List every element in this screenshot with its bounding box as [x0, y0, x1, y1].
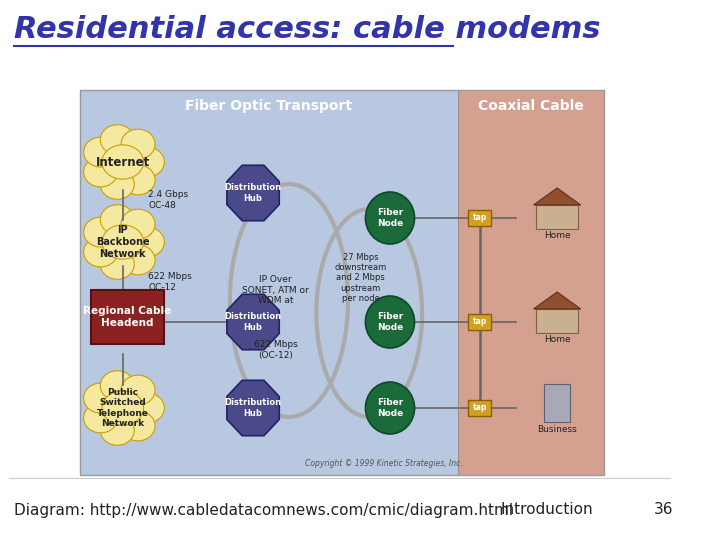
Ellipse shape	[84, 137, 117, 167]
Ellipse shape	[100, 415, 135, 445]
Text: 2.4 Gbps
OC-48: 2.4 Gbps OC-48	[148, 190, 189, 210]
Text: Distribution
Hub: Distribution Hub	[225, 312, 282, 332]
Text: Public
Switched
Telephone
Network: Public Switched Telephone Network	[96, 388, 149, 428]
Ellipse shape	[100, 249, 135, 279]
Text: 622 Mbps
OC-12: 622 Mbps OC-12	[148, 272, 192, 292]
Text: Copyright © 1999 Kinetic Strategies, Inc.: Copyright © 1999 Kinetic Strategies, Inc…	[305, 458, 463, 468]
Text: tap: tap	[472, 318, 487, 327]
Text: Regional Cable
Headend: Regional Cable Headend	[84, 306, 171, 328]
Text: IP Over
SONET, ATM or
WDM at: IP Over SONET, ATM or WDM at	[243, 275, 309, 305]
Ellipse shape	[102, 145, 143, 179]
Bar	[536, 205, 578, 229]
Polygon shape	[534, 188, 581, 205]
Text: Business: Business	[537, 426, 577, 435]
Text: Distribution
Hub: Distribution Hub	[225, 399, 282, 418]
Text: 622 Mbps
(OC-12): 622 Mbps (OC-12)	[254, 340, 297, 360]
Bar	[80, 90, 604, 475]
Ellipse shape	[84, 403, 117, 433]
Bar	[91, 290, 164, 344]
Polygon shape	[227, 165, 279, 221]
Bar	[468, 400, 491, 416]
Ellipse shape	[130, 227, 164, 257]
Text: Home: Home	[544, 232, 570, 240]
Text: Introduction: Introduction	[500, 503, 593, 517]
Ellipse shape	[102, 225, 143, 259]
Text: Fiber
Node: Fiber Node	[377, 208, 403, 228]
Ellipse shape	[121, 375, 155, 405]
Text: IP
Backbone
Network: IP Backbone Network	[96, 225, 150, 259]
Text: Fiber
Node: Fiber Node	[377, 312, 403, 332]
Circle shape	[366, 192, 415, 244]
Text: Internet: Internet	[96, 156, 150, 168]
Text: Fiber
Node: Fiber Node	[377, 399, 403, 418]
Ellipse shape	[84, 157, 117, 187]
Ellipse shape	[100, 170, 135, 199]
Text: Distribution
Hub: Distribution Hub	[225, 183, 282, 202]
Ellipse shape	[121, 129, 155, 159]
Ellipse shape	[121, 411, 155, 441]
Text: 36: 36	[654, 503, 673, 517]
Text: Home: Home	[544, 335, 570, 345]
Ellipse shape	[121, 245, 155, 275]
Ellipse shape	[121, 209, 155, 239]
Ellipse shape	[84, 383, 117, 413]
Bar	[544, 384, 570, 422]
Bar	[536, 309, 578, 333]
Polygon shape	[227, 294, 279, 350]
Ellipse shape	[130, 147, 164, 177]
Ellipse shape	[84, 237, 117, 267]
Bar	[80, 90, 458, 475]
Polygon shape	[227, 380, 279, 436]
Ellipse shape	[100, 125, 135, 154]
Ellipse shape	[102, 391, 143, 425]
Bar	[458, 90, 604, 475]
Text: Residential access: cable modems: Residential access: cable modems	[14, 15, 600, 44]
Text: 27 Mbps
downstream
and 2 Mbps
upstream
per node: 27 Mbps downstream and 2 Mbps upstream p…	[335, 253, 387, 303]
Ellipse shape	[130, 393, 164, 423]
Bar	[468, 314, 491, 330]
Ellipse shape	[100, 371, 135, 401]
Ellipse shape	[84, 217, 117, 247]
Bar	[468, 210, 491, 226]
Ellipse shape	[121, 165, 155, 195]
Text: tap: tap	[472, 213, 487, 222]
Ellipse shape	[100, 205, 135, 235]
Polygon shape	[534, 292, 581, 309]
Text: tap: tap	[472, 403, 487, 413]
Circle shape	[366, 296, 415, 348]
Text: Diagram: http://www.cabledatacomnews.com/cmic/diagram.html: Diagram: http://www.cabledatacomnews.com…	[14, 503, 513, 517]
Text: Coaxial Cable: Coaxial Cable	[478, 99, 584, 113]
Circle shape	[366, 382, 415, 434]
Text: Fiber Optic Transport: Fiber Optic Transport	[186, 99, 352, 113]
